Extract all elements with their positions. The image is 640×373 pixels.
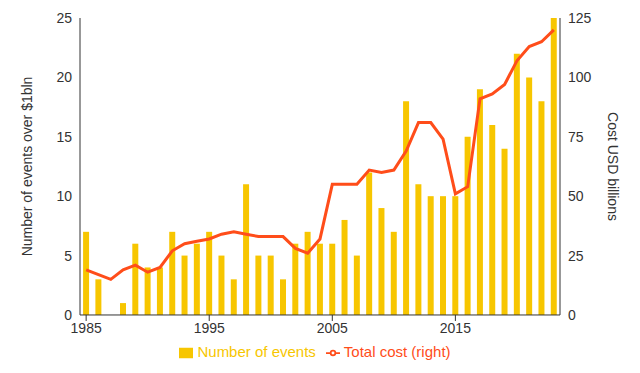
svg-text:0: 0 [64,307,72,323]
svg-text:Number of events over $1bln: Number of events over $1bln [19,77,35,257]
svg-text:25: 25 [56,10,72,26]
svg-text:1995: 1995 [194,320,225,336]
svg-text:15: 15 [56,129,72,145]
svg-text:5: 5 [64,248,72,264]
svg-text:Cost USD billions: Cost USD billions [605,112,621,221]
svg-text:25: 25 [568,248,584,264]
svg-text:20: 20 [56,69,72,85]
svg-text:100: 100 [568,69,592,85]
html-text:Total cost (right): Total cost (right) [343,343,451,360]
svg-text:0: 0 [568,307,576,323]
html-text:Number of events: Number of events [197,343,316,360]
svg-text:75: 75 [568,129,584,145]
svg-text:50: 50 [568,188,584,204]
svg-text:2015: 2015 [440,320,471,336]
svg-text:10: 10 [56,188,72,204]
svg-text:1985: 1985 [71,320,102,336]
svg-text:2005: 2005 [317,320,348,336]
svg-text:125: 125 [568,10,592,26]
